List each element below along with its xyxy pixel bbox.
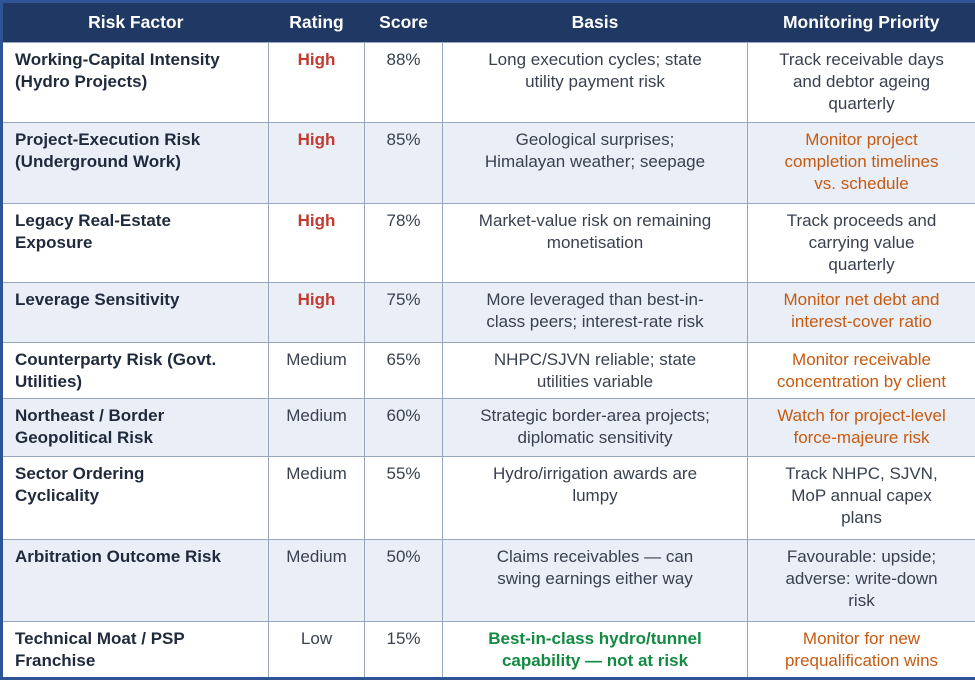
column-header-basis: Basis	[443, 2, 748, 43]
score-cell: 85%	[365, 123, 443, 204]
basis-cell: Strategic border-area projects; diplomat…	[443, 399, 748, 457]
monitoring-cell: Monitor receivable concentration by clie…	[748, 343, 975, 399]
risk-factor-cell: Technical Moat / PSP Franchise	[2, 622, 269, 679]
column-header-risk-factor: Risk Factor	[2, 2, 269, 43]
table-row: Counterparty Risk (Govt. Utilities) Medi…	[2, 343, 975, 399]
basis-cell: Geological surprises; Himalayan weather;…	[443, 123, 748, 204]
monitoring-cell: Watch for project-level force-majeure ri…	[748, 399, 975, 457]
monitoring-cell: Track receivable days and debtor ageing …	[748, 43, 975, 123]
column-header-rating: Rating	[269, 2, 365, 43]
table-row: Working-Capital Intensity (Hydro Project…	[2, 43, 975, 123]
basis-cell: More leveraged than best-in- class peers…	[443, 283, 748, 343]
table-body: Working-Capital Intensity (Hydro Project…	[2, 43, 975, 679]
table-row: Project-Execution Risk (Underground Work…	[2, 123, 975, 204]
monitoring-cell: Monitor net debt and interest-cover rati…	[748, 283, 975, 343]
table-row: Arbitration Outcome Risk Medium 50% Clai…	[2, 540, 975, 622]
risk-factor-cell: Counterparty Risk (Govt. Utilities)	[2, 343, 269, 399]
basis-cell: Market-value risk on remaining monetisat…	[443, 204, 748, 283]
header-row: Risk Factor Rating Score Basis Monitorin…	[2, 2, 975, 43]
rating-cell: Medium	[269, 399, 365, 457]
risk-factor-cell: Northeast / Border Geopolitical Risk	[2, 399, 269, 457]
rating-cell: Low	[269, 622, 365, 679]
score-cell: 88%	[365, 43, 443, 123]
risk-factor-cell: Legacy Real-Estate Exposure	[2, 204, 269, 283]
table-row: Sector Ordering Cyclicality Medium 55% H…	[2, 457, 975, 540]
table-row: Leverage Sensitivity High 75% More lever…	[2, 283, 975, 343]
rating-cell: Medium	[269, 343, 365, 399]
basis-cell: NHPC/SJVN reliable; state utilities vari…	[443, 343, 748, 399]
rating-cell: Medium	[269, 540, 365, 622]
risk-factor-cell: Project-Execution Risk (Underground Work…	[2, 123, 269, 204]
rating-cell: High	[269, 43, 365, 123]
score-cell: 78%	[365, 204, 443, 283]
score-cell: 75%	[365, 283, 443, 343]
score-cell: 65%	[365, 343, 443, 399]
column-header-monitoring-priority: Monitoring Priority	[748, 2, 975, 43]
basis-cell: Best-in-class hydro/tunnel capability — …	[443, 622, 748, 679]
rating-cell: High	[269, 204, 365, 283]
table-header: Risk Factor Rating Score Basis Monitorin…	[2, 2, 975, 43]
risk-factor-cell: Arbitration Outcome Risk	[2, 540, 269, 622]
score-cell: 15%	[365, 622, 443, 679]
column-header-score: Score	[365, 2, 443, 43]
monitoring-cell: Monitor project completion timelines vs.…	[748, 123, 975, 204]
monitoring-cell: Monitor for new prequalification wins	[748, 622, 975, 679]
risk-factor-cell: Sector Ordering Cyclicality	[2, 457, 269, 540]
rating-cell: Medium	[269, 457, 365, 540]
basis-cell: Hydro/irrigation awards are lumpy	[443, 457, 748, 540]
rating-cell: High	[269, 283, 365, 343]
basis-cell: Claims receivables — can swing earnings …	[443, 540, 748, 622]
score-cell: 60%	[365, 399, 443, 457]
table-row: Northeast / Border Geopolitical Risk Med…	[2, 399, 975, 457]
table-row: Technical Moat / PSP Franchise Low 15% B…	[2, 622, 975, 679]
score-cell: 50%	[365, 540, 443, 622]
monitoring-cell: Track NHPC, SJVN, MoP annual capex plans	[748, 457, 975, 540]
table-row: Legacy Real-Estate Exposure High 78% Mar…	[2, 204, 975, 283]
basis-cell: Long execution cycles; state utility pay…	[443, 43, 748, 123]
risk-factor-cell: Working-Capital Intensity (Hydro Project…	[2, 43, 269, 123]
monitoring-cell: Favourable: upside; adverse: write-down …	[748, 540, 975, 622]
score-cell: 55%	[365, 457, 443, 540]
rating-cell: High	[269, 123, 365, 204]
risk-factor-cell: Leverage Sensitivity	[2, 283, 269, 343]
monitoring-cell: Track proceeds and carrying value quarte…	[748, 204, 975, 283]
